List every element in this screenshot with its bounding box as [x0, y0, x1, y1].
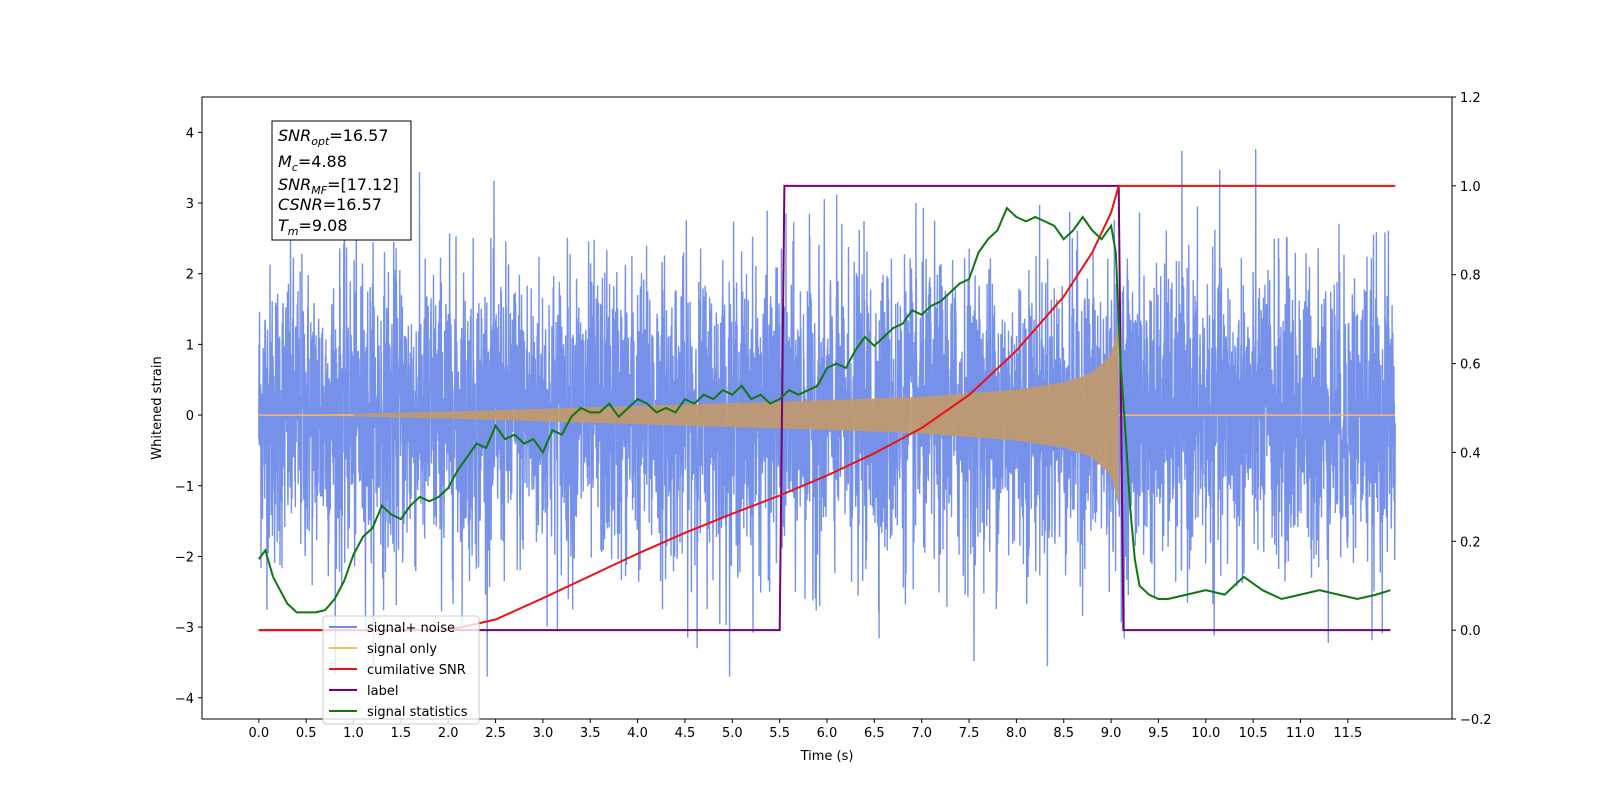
x-tick-label: 1.0 — [343, 726, 364, 741]
x-tick-label: 4.5 — [675, 726, 696, 741]
y-axis-ticks: −4 −3 −2 −1 0 1 2 3 4 — [175, 126, 202, 707]
legend-label-signal-only: signal only — [367, 642, 437, 657]
y2-tick-label: 1.2 — [1460, 91, 1481, 106]
x-tick-label: 9.0 — [1101, 726, 1122, 741]
annotation-mc: Mc=4.88 — [278, 152, 347, 174]
x-tick-label: 2.5 — [485, 726, 506, 741]
y-tick-label: 1 — [186, 338, 194, 353]
y-axis-label: Whitened strain — [150, 356, 165, 459]
y-tick-label: −2 — [175, 550, 194, 565]
y2-tick-label: 1.0 — [1460, 180, 1481, 195]
x-tick-label: 11.0 — [1286, 726, 1315, 741]
x-axis-label: Time (s) — [800, 749, 854, 764]
annotation-snr-mf: SNRMF=[17.12] — [278, 175, 399, 197]
x-tick-label: 11.5 — [1333, 726, 1362, 741]
overlay-series — [257, 184, 1396, 632]
y2-tick-label: 0.2 — [1460, 535, 1481, 550]
y2-tick-label: −0.2 — [1460, 713, 1492, 728]
x-tick-label: 1.5 — [391, 726, 412, 741]
x-axis-ticks: 0.0 0.5 1.0 1.5 2.0 2.5 3.0 3.5 4.0 4.5 5.0 5.5 6.0 6… — [248, 719, 1362, 741]
x-tick-label: 2.0 — [438, 726, 459, 741]
annotation-csnr: CSNR=16.57 — [278, 195, 382, 214]
y-tick-label: 4 — [186, 126, 194, 141]
label-line — [258, 184, 1391, 632]
x-tick-label: 4.0 — [627, 726, 648, 741]
x-tick-label: 6.0 — [817, 726, 838, 741]
legend: signal+ noise signal only cumilative SNR… — [322, 615, 480, 725]
x-tick-label: 5.5 — [769, 726, 790, 741]
legend-label-signal-noise: signal+ noise — [367, 621, 455, 636]
signal-only-series — [258, 323, 1396, 507]
x-tick-label: 5.0 — [722, 726, 743, 741]
y-tick-label: −3 — [175, 621, 194, 636]
y2-tick-label: 0.6 — [1460, 358, 1481, 373]
x-tick-label: 9.5 — [1148, 726, 1169, 741]
x-tick-label: 0.5 — [296, 726, 317, 741]
legend-label-signal-statistics: signal statistics — [367, 705, 468, 720]
y2-axis-ticks: −0.2 0.0 0.2 0.4 0.6 0.8 1.0 1.2 — [1452, 91, 1492, 728]
x-tick-label: 3.0 — [533, 726, 554, 741]
y-tick-label: −1 — [175, 480, 194, 495]
x-tick-label: 7.5 — [959, 726, 980, 741]
annotation-frame — [271, 120, 412, 241]
legend-frame — [322, 615, 480, 725]
y-tick-label: 3 — [186, 197, 194, 212]
y2-tick-label: 0.0 — [1460, 624, 1481, 639]
x-tick-label: 0.0 — [248, 726, 269, 741]
x-tick-label: 8.0 — [1006, 726, 1027, 741]
y-tick-label: 2 — [186, 268, 194, 283]
annotation-tm: Tm=9.08 — [278, 216, 348, 238]
y-tick-label: 0 — [186, 409, 194, 424]
y-tick-label: −4 — [175, 692, 194, 707]
cumulative-snr-line — [258, 184, 1396, 632]
annotation-snr-opt: SNRopt=16.57 — [278, 126, 389, 148]
x-tick-label: 3.5 — [580, 726, 601, 741]
annotation-box: SNRopt=16.57 Mc=4.88 SNRMF=[17.12] CSNR=… — [271, 120, 412, 241]
signal-statistics-line — [257, 206, 1391, 614]
signal-only-envelope — [258, 323, 1119, 507]
y2-tick-label: 0.8 — [1460, 269, 1481, 284]
legend-label-cumulative-snr: cumilative SNR — [367, 663, 466, 678]
x-tick-label: 7.0 — [911, 726, 932, 741]
x-tick-label: 10.0 — [1191, 726, 1220, 741]
y2-tick-label: 0.4 — [1460, 446, 1481, 461]
x-tick-label: 8.5 — [1053, 726, 1074, 741]
x-tick-label: 10.5 — [1239, 726, 1268, 741]
legend-label-label: label — [367, 684, 398, 699]
x-tick-label: 6.5 — [864, 726, 885, 741]
